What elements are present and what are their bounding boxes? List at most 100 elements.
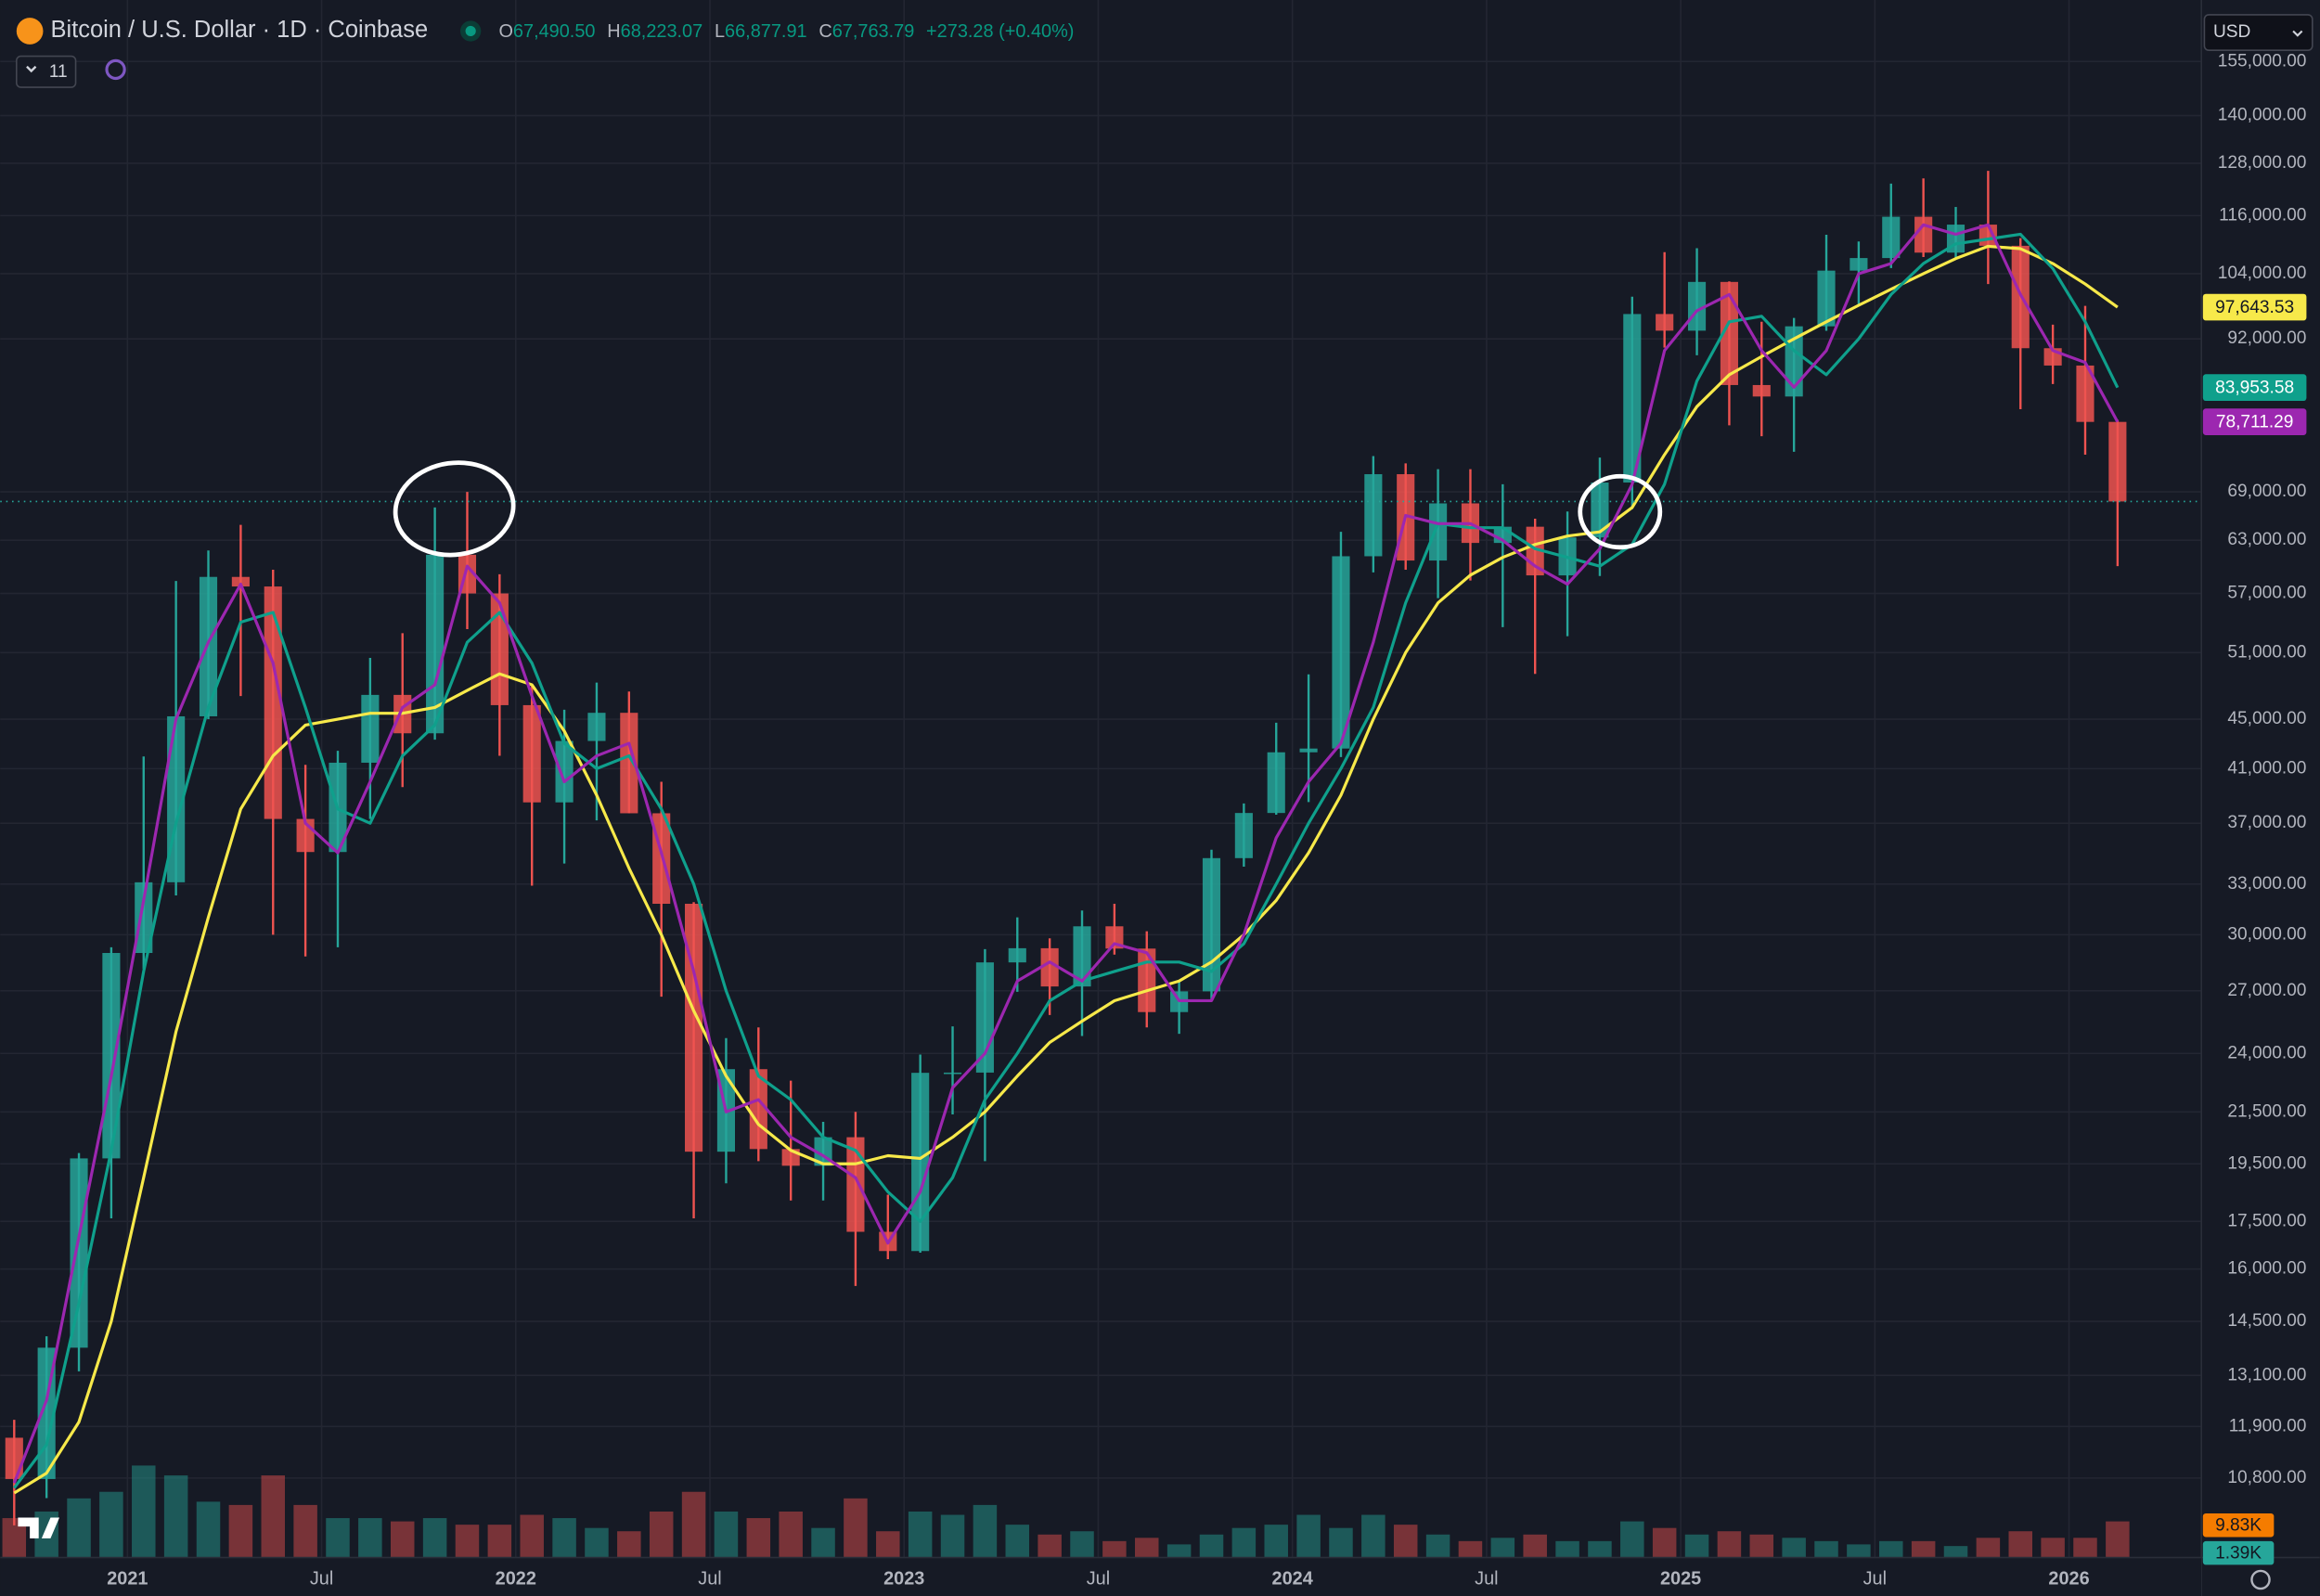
- candle-body: [1656, 314, 1674, 331]
- x-tick-label: 2024: [1272, 1569, 1313, 1590]
- volume-bar: [1166, 1544, 1192, 1558]
- y-tick-label: 57,000.00: [2227, 584, 2306, 603]
- volume-bar: [1523, 1534, 1547, 1558]
- x-tick-label: Jul: [310, 1569, 333, 1590]
- currency-button[interactable]: [2203, 14, 2314, 51]
- candle-body: [70, 1158, 88, 1348]
- candle-body: [1720, 281, 1738, 385]
- indicator-count: 11: [49, 62, 68, 82]
- volume-bar: [1425, 1534, 1450, 1558]
- chevron: [2292, 30, 2303, 37]
- chevron: [26, 65, 37, 73]
- y-tick-label: 16,000.00: [2227, 1259, 2306, 1279]
- price-label: 83,953.58: [2215, 378, 2294, 397]
- candle-body: [135, 882, 153, 954]
- candle-body: [1882, 216, 1901, 259]
- y-tick-label: 69,000.00: [2227, 482, 2306, 501]
- candle-body: [102, 953, 121, 1159]
- y-tick-label: 11,900.00: [2229, 1416, 2307, 1435]
- price-label-box: [2202, 293, 2307, 321]
- volume-bar: [1102, 1540, 1127, 1558]
- legend-value: 68,223.07: [621, 21, 703, 42]
- y-tick-label: 104,000.00: [2218, 264, 2307, 283]
- volume-bar: [1070, 1531, 1094, 1558]
- x-tick-label: Jul: [1087, 1569, 1110, 1590]
- volume-bar: [67, 1498, 91, 1558]
- indicator-toggle[interactable]: [15, 55, 77, 88]
- volume-bar: [1458, 1540, 1483, 1558]
- candle-body: [522, 704, 541, 803]
- y-tick-label: 19,500.00: [2227, 1153, 2306, 1173]
- x-tick-label: Jul: [698, 1569, 721, 1590]
- volume-bar: [1005, 1525, 1030, 1558]
- x-tick-label: 2022: [496, 1569, 536, 1590]
- candle-body: [911, 1073, 930, 1252]
- y-tick-label: 155,000.00: [2218, 51, 2307, 71]
- candle-body: [1623, 314, 1642, 483]
- volume-bar: [163, 1475, 188, 1558]
- volume-bar: [1879, 1540, 1903, 1558]
- volume-bar: [2041, 1538, 2065, 1558]
- price-axis: [2201, 0, 2320, 1596]
- grid: [0, 0, 2202, 1558]
- candle-body: [2108, 421, 2127, 502]
- volume-bar: [1588, 1540, 1612, 1558]
- candle-body: [1752, 384, 1771, 397]
- volume-bar: [1782, 1538, 1806, 1558]
- volume-bar: [552, 1518, 576, 1558]
- candle-body: [1364, 474, 1383, 557]
- legend-change: +273.28 (+0.40%): [926, 21, 1074, 42]
- volume-bar: [1911, 1540, 1936, 1558]
- candle-body: [1267, 752, 1285, 814]
- volume-bar: [487, 1525, 512, 1558]
- candle-body: [587, 713, 606, 741]
- legend-key: O: [498, 21, 512, 42]
- volume-bar: [1361, 1514, 1386, 1558]
- y-tick-label: 13,100.00: [2227, 1365, 2306, 1384]
- ohlc-legend: O67,490.50 H68,223.07 L66,877.91 C67,763.79…: [498, 21, 1074, 42]
- volume-bar: [1620, 1521, 1644, 1558]
- y-tick-label: 33,000.00: [2227, 874, 2306, 894]
- volume-bar: [1329, 1527, 1353, 1558]
- candle-body: [1850, 258, 1868, 271]
- candle-body: [5, 1437, 23, 1479]
- volume-bar: [811, 1527, 835, 1558]
- volume-bar: [1749, 1534, 1774, 1558]
- volume-bar: [390, 1521, 415, 1558]
- volume-bar: [261, 1475, 286, 1558]
- volume-bar: [1199, 1534, 1224, 1558]
- volume-bar: [649, 1511, 674, 1558]
- volume-bar: [714, 1511, 739, 1558]
- volume-bar: [1296, 1514, 1321, 1558]
- volume-bar: [326, 1518, 350, 1558]
- candle-body: [490, 593, 509, 705]
- axis-layer: 155,000.00 140,000.00 128,000.00 116,000.00…: [107, 51, 2307, 1590]
- y-tick-label: 41,000.00: [2227, 758, 2306, 778]
- y-tick-label: 140,000.00: [2218, 106, 2307, 125]
- annotation-circle: [393, 460, 516, 558]
- volume-bar: [1038, 1534, 1062, 1558]
- moving-average: [13, 244, 2119, 1495]
- candle-body: [685, 903, 703, 1152]
- volume-label-box: [2202, 1512, 2275, 1538]
- coin-icon: [16, 18, 44, 45]
- candle-body: [1332, 556, 1350, 749]
- settings-icon[interactable]: [2250, 1569, 2271, 1590]
- y-tick-label: 45,000.00: [2227, 709, 2306, 728]
- legend-key: L: [715, 21, 725, 42]
- volume-bar: [779, 1511, 803, 1558]
- candle-body: [1299, 748, 1318, 753]
- candle-body: [264, 586, 282, 819]
- candle-body: [943, 1072, 962, 1075]
- sync-icon[interactable]: [105, 58, 126, 81]
- volume-bar: [1652, 1527, 1677, 1558]
- volume-bar: [844, 1498, 868, 1558]
- candle-body: [846, 1137, 865, 1232]
- y-tick-label: 14,500.00: [2227, 1311, 2306, 1331]
- annotation-circle: [1578, 473, 1663, 550]
- y-tick-label: 92,000.00: [2227, 328, 2306, 348]
- candle-body: [361, 694, 380, 763]
- candle-body: [1138, 948, 1156, 1012]
